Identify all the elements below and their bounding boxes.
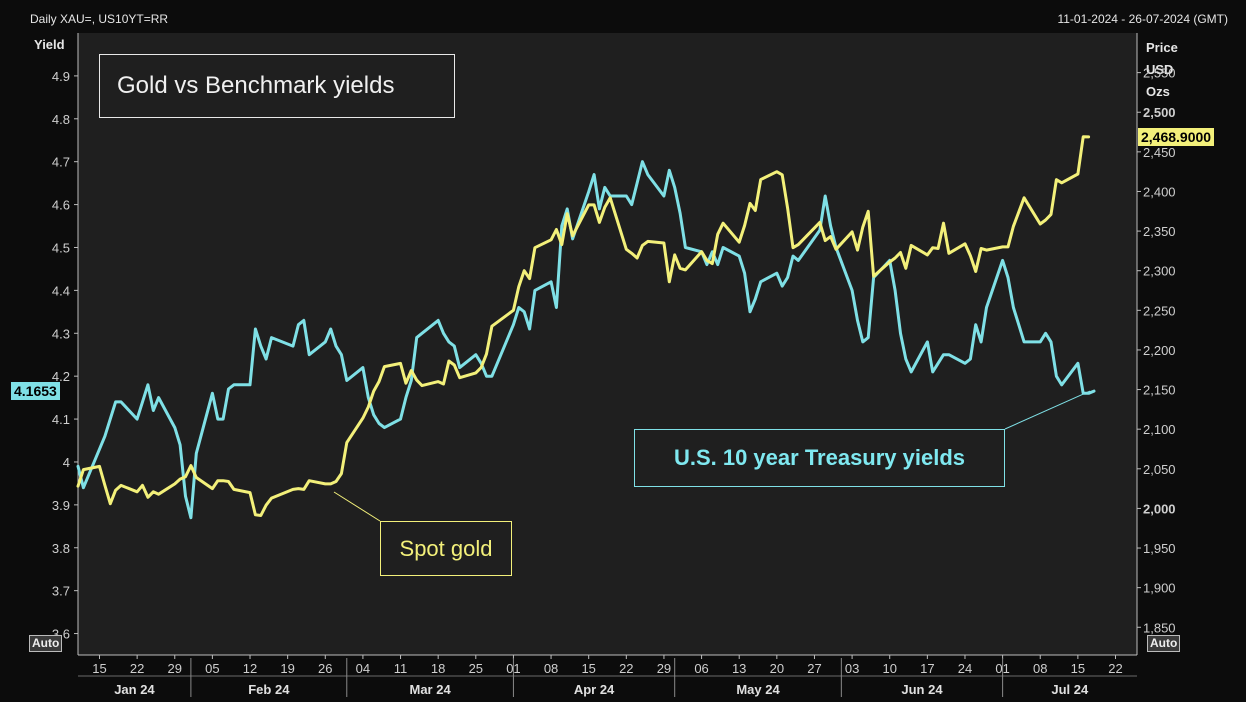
right-tick-label: 2,300 bbox=[1143, 264, 1176, 279]
x-tick-label: 04 bbox=[356, 661, 370, 676]
right-axis-title-line: Ozs bbox=[1146, 84, 1170, 99]
gold-last-value: 2,468.9000 bbox=[1138, 127, 1215, 146]
left-tick-label: 3.7 bbox=[52, 584, 70, 599]
right-tick-label: 2,100 bbox=[1143, 422, 1176, 437]
x-tick-label: 06 bbox=[694, 661, 708, 676]
x-tick-label: 18 bbox=[431, 661, 445, 676]
x-tick-label: 20 bbox=[770, 661, 784, 676]
month-label: Jan 24 bbox=[114, 682, 155, 697]
x-tick-label: 17 bbox=[920, 661, 934, 676]
date-range-label: 11-01-2024 - 26-07-2024 (GMT) bbox=[1057, 12, 1228, 26]
month-label: Feb 24 bbox=[248, 682, 290, 697]
x-tick-label: 19 bbox=[280, 661, 294, 676]
month-label: Apr 24 bbox=[574, 682, 615, 697]
x-tick-label: 24 bbox=[958, 661, 972, 676]
right-tick-label: 2,500 bbox=[1143, 105, 1176, 120]
x-tick-label: 29 bbox=[657, 661, 671, 676]
x-tick-label: 27 bbox=[807, 661, 821, 676]
x-tick-label: 25 bbox=[469, 661, 483, 676]
right-tick-label: 2,550 bbox=[1143, 66, 1176, 81]
right-tick-label: 1,850 bbox=[1143, 620, 1176, 635]
x-tick-label: 22 bbox=[619, 661, 633, 676]
right-tick-label: 2,200 bbox=[1143, 343, 1176, 358]
x-tick-label: 03 bbox=[845, 661, 859, 676]
yield-annotation: U.S. 10 year Treasury yields bbox=[634, 429, 1005, 487]
yield-leader-line bbox=[1004, 390, 1091, 430]
gold-series-line bbox=[76, 135, 1091, 517]
gold-leader-line bbox=[333, 491, 381, 522]
x-tick-label: 10 bbox=[882, 661, 896, 676]
x-tick-label: 15 bbox=[92, 661, 106, 676]
x-tick-label: 15 bbox=[1071, 661, 1085, 676]
month-label: Jun 24 bbox=[901, 682, 943, 697]
instrument-label: Daily XAU=, US10YT=RR bbox=[30, 12, 169, 26]
left-tick-label: 4.2 bbox=[52, 369, 70, 384]
right-tick-label: 2,050 bbox=[1143, 462, 1176, 477]
x-tick-label: 08 bbox=[1033, 661, 1047, 676]
right-tick-label: 2,350 bbox=[1143, 224, 1176, 239]
left-tick-label: 3.8 bbox=[52, 541, 70, 556]
left-axis-title: Yield bbox=[34, 37, 65, 52]
left-tick-label: 4.1 bbox=[52, 412, 70, 427]
plot-area bbox=[78, 33, 1137, 655]
chart-title: Gold vs Benchmark yields bbox=[99, 54, 455, 118]
yield-series-line bbox=[76, 160, 1096, 520]
month-label: Jul 24 bbox=[1051, 682, 1089, 697]
x-tick-label: 29 bbox=[168, 661, 182, 676]
month-label: May 24 bbox=[736, 682, 780, 697]
right-tick-label: 2,150 bbox=[1143, 383, 1176, 398]
left-tick-label: 4.3 bbox=[52, 326, 70, 341]
x-tick-label: 13 bbox=[732, 661, 746, 676]
x-tick-label: 05 bbox=[205, 661, 219, 676]
x-tick-label: 08 bbox=[544, 661, 558, 676]
x-tick-label: 22 bbox=[1108, 661, 1122, 676]
gold-annotation: Spot gold bbox=[380, 521, 512, 576]
month-label: Mar 24 bbox=[410, 682, 452, 697]
left-tick-label: 4 bbox=[63, 455, 70, 470]
right-tick-label: 1,950 bbox=[1143, 541, 1176, 556]
right-axis-title-line: Price bbox=[1146, 40, 1178, 55]
right-axis-title-line: USD bbox=[1146, 62, 1174, 77]
right-axis-title: Price USD Ozs bbox=[1146, 37, 1178, 103]
left-tick-label: 4.8 bbox=[52, 112, 70, 127]
yield-last-value: 4.1653 bbox=[11, 382, 60, 401]
x-tick-label: 26 bbox=[318, 661, 332, 676]
x-tick-label: 11 bbox=[394, 661, 408, 676]
right-tick-label: 2,400 bbox=[1143, 184, 1176, 199]
right-tick-label: 2,000 bbox=[1143, 501, 1176, 516]
x-tick-label: 12 bbox=[243, 661, 257, 676]
left-tick-label: 3.9 bbox=[52, 498, 70, 513]
left-tick-label: 4.4 bbox=[52, 283, 70, 298]
left-auto-button[interactable]: Auto bbox=[29, 635, 63, 652]
left-tick-label: 4.7 bbox=[52, 155, 70, 170]
left-tick-label: 4.6 bbox=[52, 198, 70, 213]
x-tick-label: 15 bbox=[581, 661, 595, 676]
x-tick-label: 22 bbox=[130, 661, 144, 676]
left-tick-label: 4.5 bbox=[52, 240, 70, 255]
right-tick-label: 2,450 bbox=[1143, 145, 1176, 160]
left-tick-label: 4.9 bbox=[52, 69, 70, 84]
right-tick-label: 1,900 bbox=[1143, 581, 1176, 596]
right-tick-label: 2,250 bbox=[1143, 303, 1176, 318]
right-auto-button[interactable]: Auto bbox=[1147, 635, 1181, 652]
